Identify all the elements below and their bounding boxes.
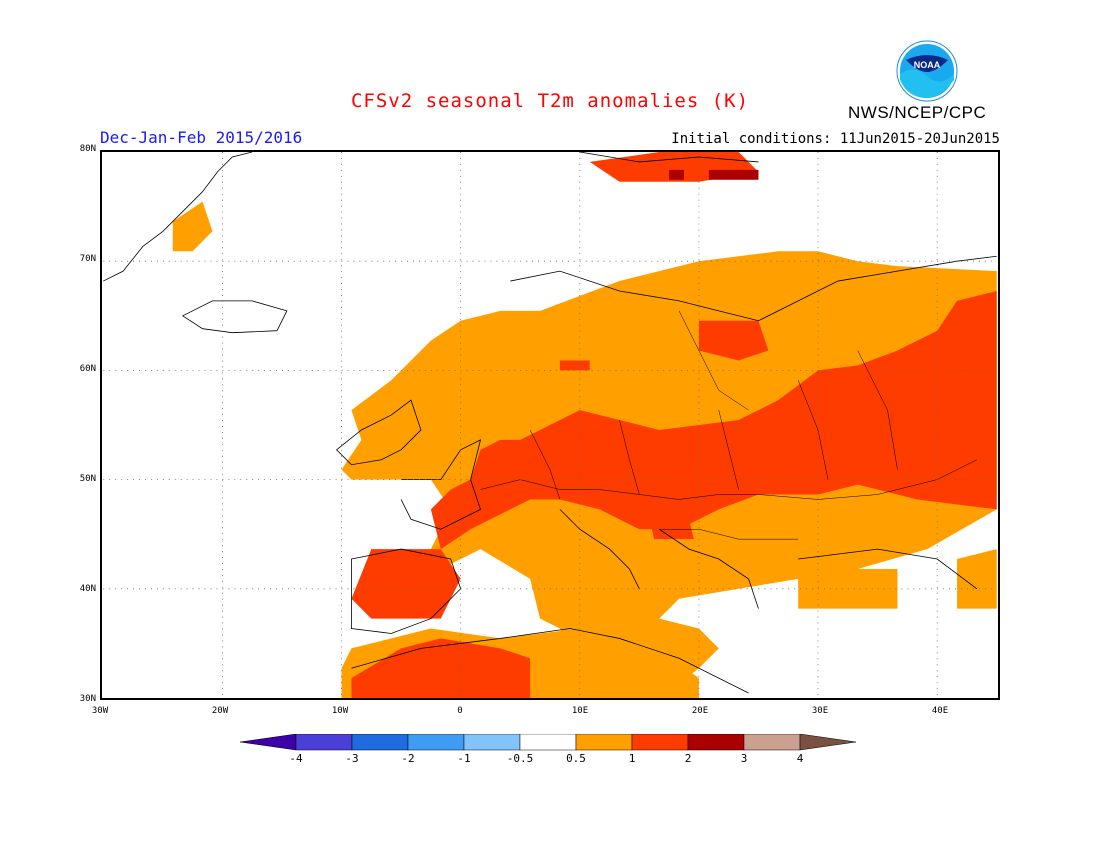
colorbar-segment-lt-4 bbox=[240, 734, 297, 751]
grid-lines bbox=[103, 152, 997, 698]
period-label: Dec-Jan-Feb 2015/2016 bbox=[100, 128, 303, 147]
lon-label-30w: 30W bbox=[91, 706, 109, 716]
lon-label-0: 0 bbox=[457, 706, 463, 716]
colorbar-segment-05-1 bbox=[575, 734, 633, 751]
colorbar-label-1: 1 bbox=[628, 752, 636, 765]
colorbar-segment-m4-m3 bbox=[295, 734, 353, 751]
lon-label-10e: 10E bbox=[571, 706, 589, 716]
lat-label-30n: 30N bbox=[79, 694, 96, 704]
lat-label-50n: 50N bbox=[79, 474, 96, 484]
lat-label-60n: 60N bbox=[79, 364, 96, 374]
colorbar-segment-3-4 bbox=[743, 734, 801, 751]
colorbar-label-2: 2 bbox=[684, 752, 692, 765]
lat-label-70n: 70N bbox=[79, 254, 96, 264]
colorbar-segment-m2-m1 bbox=[407, 734, 465, 751]
lon-label-10w: 10W bbox=[331, 706, 349, 716]
lat-label-80n: 80N bbox=[79, 144, 96, 154]
colorbar-label-m2: -2 bbox=[401, 752, 415, 765]
colorbar-segment-m05-05 bbox=[519, 734, 577, 751]
colorbar-segment-1-2 bbox=[631, 734, 689, 751]
lon-label-40e: 40E bbox=[931, 706, 949, 716]
colorbar-label-3: 3 bbox=[740, 752, 748, 765]
country-borders bbox=[480, 310, 977, 540]
map-area bbox=[100, 150, 1000, 700]
colorbar-label-m3: -3 bbox=[345, 752, 359, 765]
anomaly-darkred-region bbox=[669, 169, 759, 180]
colorbar-segment-gt-4 bbox=[799, 734, 857, 751]
noaa-logo-icon: NOAA bbox=[896, 40, 958, 102]
svg-text:NOAA: NOAA bbox=[914, 60, 941, 70]
anomaly-red-region bbox=[351, 152, 997, 698]
anomaly-map bbox=[103, 152, 997, 698]
colorbar-label-m1: -1 bbox=[457, 752, 471, 765]
map-title: CFSv2 seasonal T2m anomalies (K) bbox=[350, 90, 750, 112]
lon-label-20e: 20E bbox=[691, 706, 709, 716]
colorbar-segment-2-3 bbox=[687, 734, 745, 751]
colorbar-segment-m3-m2 bbox=[351, 734, 409, 751]
colorbar-label-m4: -4 bbox=[289, 752, 303, 765]
colorbar bbox=[240, 734, 857, 751]
lat-label-40n: 40N bbox=[79, 584, 96, 594]
agency-label: NWS/NCEP/CPC bbox=[848, 103, 987, 122]
colorbar-label-m05: -0.5 bbox=[506, 752, 534, 765]
colorbar-label-05: 0.5 bbox=[566, 752, 586, 765]
coastlines bbox=[103, 152, 997, 694]
lon-label-30e: 30E bbox=[811, 706, 829, 716]
colorbar-label-4: 4 bbox=[796, 752, 804, 765]
lon-label-20w: 20W bbox=[211, 706, 229, 716]
initial-conditions-label: Initial conditions: 11Jun2015-20Jun2015 bbox=[671, 131, 1000, 147]
colorbar-segment-m1-m05 bbox=[463, 734, 521, 751]
